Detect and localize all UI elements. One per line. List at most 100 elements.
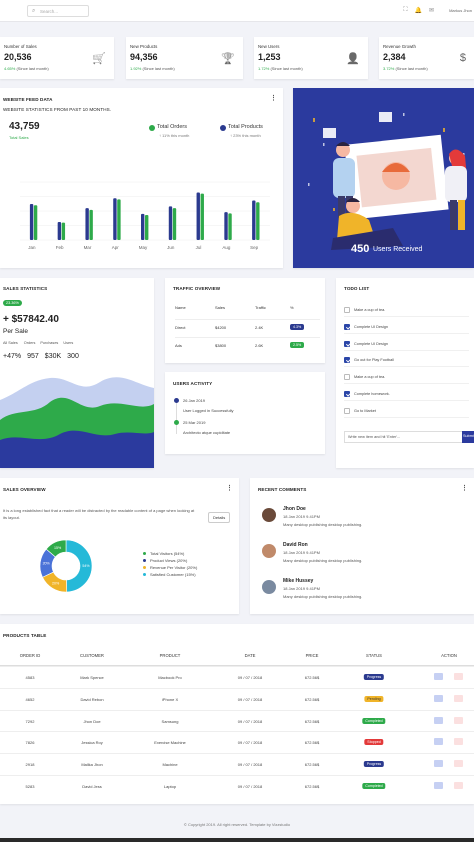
- bar: [141, 213, 145, 240]
- delete-button[interactable]: [454, 782, 463, 789]
- column-header: PRODUCT: [159, 653, 181, 658]
- todo-checkbox[interactable]: [344, 340, 350, 347]
- details-button[interactable]: Details: [208, 512, 231, 523]
- search-input[interactable]: Search...: [40, 9, 59, 14]
- area-chart: [0, 377, 154, 468]
- more-icon[interactable]: ⋮: [226, 485, 233, 492]
- edit-button[interactable]: [434, 760, 443, 768]
- product-cell-id: 5283: [25, 784, 35, 789]
- bar: [57, 222, 62, 240]
- edit-button[interactable]: [434, 738, 443, 746]
- stat-value: 2,384: [383, 52, 406, 62]
- todo-item[interactable]: Complete homework.: [344, 388, 469, 401]
- bar: [33, 205, 38, 240]
- todo-checkbox[interactable]: [344, 374, 350, 381]
- more-icon[interactable]: ⋮: [270, 95, 277, 102]
- product-cell-date: 09 / 07 / 2018: [237, 696, 263, 702]
- stat-change: 1.92% (Since last month): [130, 66, 175, 71]
- todo-checkbox[interactable]: [344, 357, 350, 364]
- sales-tab[interactable]: Users: [63, 341, 74, 345]
- table-row: 5283 David Jess Laptop 09 / 07 / 2018 672.56…: [0, 775, 474, 797]
- stat-value: 94,356: [130, 52, 158, 62]
- product-cell-customer: Jessica Roy: [81, 740, 103, 746]
- todo-item-text: Make a cup of tea.: [354, 308, 386, 312]
- delete-button[interactable]: [454, 760, 463, 768]
- products-table: ORDER ID CUSTOMER PRODUCT DATE PRICE STATUS AC…: [0, 652, 474, 802]
- donut-slice: [45, 539, 67, 558]
- legend-dot: [143, 566, 146, 570]
- promo-card: 450 Users Received: [293, 88, 474, 268]
- todo-checkbox[interactable]: [344, 307, 350, 313]
- comment-author: Jhon Doe: [283, 506, 306, 512]
- sales-tab[interactable]: All Sales: [3, 341, 18, 345]
- mail-icon[interactable]: ✉: [428, 8, 434, 14]
- product-cell-price: 672.56$: [304, 740, 320, 746]
- edit-button[interactable]: [434, 673, 443, 680]
- product-cell-customer: Mallka Jhon: [81, 762, 103, 768]
- more-icon[interactable]: ⋮: [461, 485, 468, 492]
- traffic-sales: $4200: [215, 325, 227, 330]
- avatar: [262, 508, 276, 522]
- stat-value: 20,536: [4, 52, 32, 62]
- todo-item[interactable]: Complete UI Design: [344, 321, 469, 334]
- status-badge: Completed: [362, 783, 386, 789]
- bell-icon[interactable]: 🔔: [414, 8, 422, 14]
- products-title: PRODUCTS TABLE: [3, 633, 47, 638]
- sales-stat-value: 300: [67, 353, 79, 360]
- donut-chart: 54% 20% 20% 15%: [39, 539, 93, 593]
- column-header: CUSTOMER: [80, 653, 104, 658]
- edit-button[interactable]: [434, 716, 443, 724]
- delete-button[interactable]: [454, 738, 463, 746]
- stat-label: Revenue Growth: [383, 44, 416, 49]
- sales-tab[interactable]: Orders: [23, 341, 36, 345]
- sales-amount: + $57842.40: [3, 314, 59, 325]
- edit-button[interactable]: [434, 694, 443, 702]
- comment-text: Many desktop publishing desktop publishi…: [283, 522, 363, 527]
- orders-change: ↑ 11% this month: [159, 133, 190, 138]
- product-cell-product: Machine: [162, 762, 178, 768]
- delete-button[interactable]: [454, 673, 463, 680]
- column-header: DATE: [244, 653, 256, 658]
- column-header: %: [290, 305, 294, 310]
- orders-dot: [149, 125, 155, 131]
- todo-list-card: TODO LIST Write new item and hit 'Enter'…: [336, 278, 474, 468]
- user-name[interactable]: Markus Jhon: [449, 8, 472, 13]
- expand-icon[interactable]: ⛶: [403, 7, 408, 13]
- users-activity-card: USERS ACTIVITY 26 Jan 2019 User Logged in…: [165, 372, 325, 454]
- search-box[interactable]: ⌕ Search...: [27, 5, 89, 17]
- bar: [172, 208, 177, 240]
- table-row: 7826 Jessica Roy Exercise Machine 09 / 07 /…: [0, 731, 474, 753]
- bottom-scrollbar[interactable]: [0, 838, 474, 842]
- traffic-pct-badge: 4.3%: [290, 324, 305, 330]
- edit-button[interactable]: [434, 782, 443, 789]
- todo-submit-button[interactable]: Submit: [462, 431, 474, 443]
- legend-label: Revenue Per Visitor (20%): [150, 565, 198, 570]
- todo-item[interactable]: Go out for Play Football: [344, 354, 469, 368]
- delete-button[interactable]: [454, 694, 463, 702]
- todo-checkbox[interactable]: [344, 391, 350, 397]
- growth-badge: 23.36%: [3, 300, 22, 306]
- bar: [252, 200, 256, 240]
- todo-checkbox[interactable]: [344, 323, 350, 330]
- bar: [61, 222, 66, 240]
- table-row: Ads $3800 2.6K 2.5%: [175, 337, 320, 355]
- todo-checkbox[interactable]: [344, 407, 350, 414]
- sales-statistics-card: SALES STATISTICS 23.36% + $57842.40 Per …: [0, 278, 154, 468]
- todo-item[interactable]: Complete UI Design: [344, 338, 469, 351]
- product-cell-customer: David Rebon: [80, 696, 104, 702]
- todo-item[interactable]: Go to Market: [344, 405, 469, 418]
- products-dot: [220, 125, 226, 131]
- sales-stats-title: SALES STATISTICS: [3, 286, 48, 291]
- todo-title: TODO LIST: [344, 286, 370, 291]
- legend-item: Total Visitors (54%): [143, 551, 197, 558]
- user-icon: 👤: [346, 53, 360, 65]
- sales-stats-values: +47% 957 $30K 300: [3, 353, 85, 360]
- todo-item[interactable]: Make a cup of tea.: [344, 371, 469, 385]
- todo-item[interactable]: Make a cup of tea.: [344, 304, 469, 317]
- delete-button[interactable]: [454, 716, 463, 724]
- sales-overview-card: SALES OVERVIEW ⋮ It is a long establishe…: [0, 478, 239, 614]
- bar-chart: Jan Feb Mar Apr May Jun Jul Aug Sep: [20, 181, 270, 250]
- sales-tab[interactable]: Purchases: [40, 341, 59, 345]
- comment-date: 18 Jan 2019 9.41PM: [283, 550, 320, 555]
- todo-input[interactable]: Write new item and hit 'Enter'...: [344, 431, 466, 443]
